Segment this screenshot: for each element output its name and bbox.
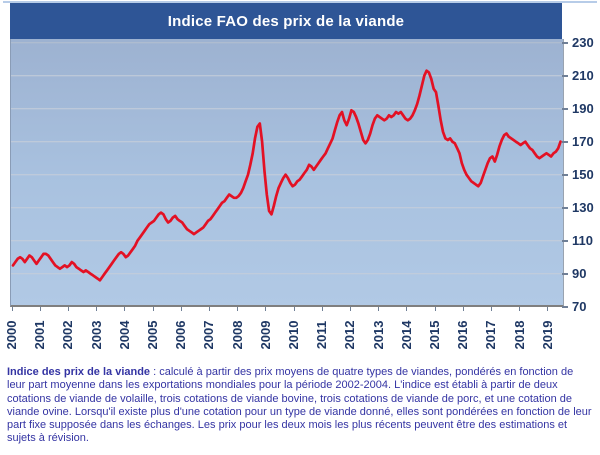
y-axis-label-190: 190 bbox=[572, 100, 594, 116]
x-axis-tick-2015 bbox=[434, 307, 436, 311]
x-axis-tick-2017 bbox=[490, 307, 492, 311]
y-axis-tick-90 bbox=[562, 272, 568, 275]
chart-title-bar: Indice FAO des prix de la viande bbox=[10, 3, 562, 39]
x-axis-label-2002: 2002 bbox=[60, 320, 76, 350]
footnote-body: calculé à partir des prix moyens de quat… bbox=[7, 366, 592, 445]
price-line-chart bbox=[11, 42, 563, 282]
y-axis-label-70: 70 bbox=[572, 298, 587, 314]
y-axis-tick-110 bbox=[562, 239, 568, 242]
x-axis-label-2007: 2007 bbox=[201, 320, 217, 350]
x-axis-tick-2016 bbox=[462, 307, 464, 311]
x-axis-label-2006: 2006 bbox=[173, 320, 189, 350]
x-axis-label-2008: 2008 bbox=[229, 320, 245, 350]
chart-title: Indice FAO des prix de la viande bbox=[167, 12, 405, 30]
x-axis-tick-2008 bbox=[237, 307, 239, 311]
footnote-lead: Indice des prix de la viande bbox=[7, 366, 151, 378]
y-axis-label-210: 210 bbox=[572, 67, 594, 83]
x-axis-label-2015: 2015 bbox=[427, 320, 442, 350]
x-axis-tick-2018 bbox=[519, 307, 521, 311]
footnote-separator: : bbox=[150, 366, 160, 378]
y-axis-label-150: 150 bbox=[572, 166, 594, 182]
x-axis-label-2009: 2009 bbox=[257, 320, 273, 350]
x-axis-tick-2009 bbox=[265, 307, 267, 311]
x-axis-tick-2007 bbox=[208, 307, 210, 311]
y-axis-tick-70 bbox=[562, 305, 568, 308]
x-axis-tick-2001 bbox=[39, 307, 41, 311]
footnote: Indice des prix de la viande : calculé à… bbox=[7, 366, 593, 446]
x-axis-label-2004: 2004 bbox=[116, 320, 132, 350]
y-axis-label-110: 110 bbox=[572, 232, 593, 248]
x-axis-label-2014: 2014 bbox=[398, 320, 414, 350]
x-axis-label-2017: 2017 bbox=[483, 320, 499, 350]
x-axis-tick-2002 bbox=[67, 307, 69, 311]
x-axis-label-2019: 2019 bbox=[539, 320, 555, 350]
y-axis-label-90: 90 bbox=[572, 265, 587, 281]
y-axis-tick-170 bbox=[562, 140, 568, 143]
x-axis-label-2016: 2016 bbox=[455, 320, 471, 350]
x-axis-label-2013: 2013 bbox=[370, 320, 386, 350]
y-axis-tick-190 bbox=[562, 107, 568, 110]
x-axis-tick-2010 bbox=[293, 307, 295, 311]
y-axis-tick-150 bbox=[562, 173, 568, 176]
x-axis-tick-2004 bbox=[124, 307, 126, 311]
x-axis-label-2003: 2003 bbox=[88, 320, 104, 350]
plot-area bbox=[10, 39, 564, 307]
x-axis-label-2012: 2012 bbox=[342, 320, 358, 350]
x-axis-label-2018: 2018 bbox=[511, 320, 527, 350]
top-border-line bbox=[3, 1, 597, 3]
x-axis-tick-2019 bbox=[547, 307, 549, 311]
x-axis-label-2005: 2005 bbox=[145, 320, 160, 350]
x-axis-tick-2003 bbox=[96, 307, 98, 311]
x-axis-tick-2014 bbox=[406, 307, 408, 311]
x-axis-label-2000: 2000 bbox=[4, 320, 19, 350]
x-axis-tick-2000 bbox=[11, 307, 13, 311]
y-axis-label-230: 230 bbox=[572, 34, 594, 50]
y-axis-label-170: 170 bbox=[572, 133, 594, 149]
x-axis-label-2011: 2011 bbox=[314, 320, 330, 350]
x-axis-label-2010: 2010 bbox=[286, 320, 301, 350]
x-axis-tick-2006 bbox=[180, 307, 182, 311]
y-axis-tick-130 bbox=[562, 206, 568, 209]
x-axis-tick-2005 bbox=[152, 307, 154, 311]
x-axis-label-2001: 2001 bbox=[32, 320, 48, 350]
x-axis-tick-2012 bbox=[349, 307, 351, 311]
y-axis-tick-210 bbox=[562, 74, 568, 77]
meat-price-line bbox=[11, 69, 562, 282]
y-axis-tick-230 bbox=[562, 41, 568, 44]
y-axis-label-130: 130 bbox=[572, 199, 594, 215]
x-axis-tick-2013 bbox=[378, 307, 380, 311]
x-axis-tick-2011 bbox=[321, 307, 323, 311]
